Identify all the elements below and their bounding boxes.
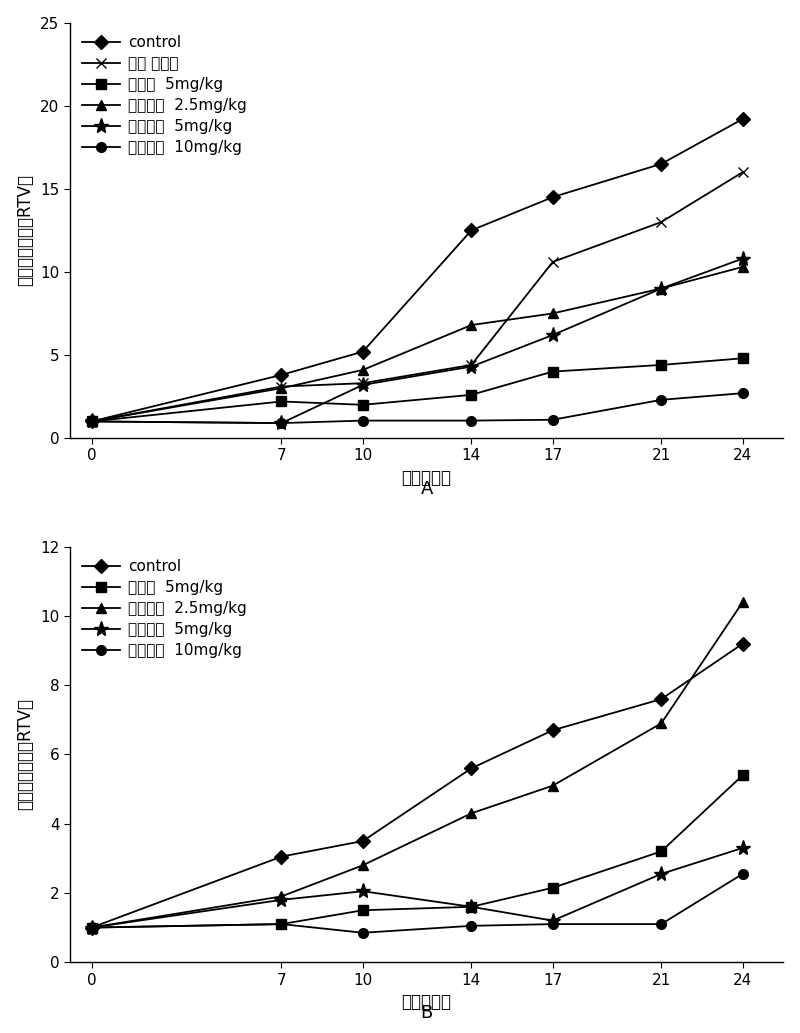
- Y-axis label: 相对肉瘤体积（RTV）: 相对肉瘤体积（RTV）: [17, 698, 34, 811]
- Line: 多替泊芬  2.5mg/kg: 多替泊芬 2.5mg/kg: [86, 262, 747, 427]
- 血卤啊  5mg/kg: [358, 399, 368, 411]
- 血卤啊  5mg/kg: [548, 881, 558, 894]
- control: [466, 762, 476, 775]
- Line: 多替泊芬  5mg/kg: 多替泊芬 5mg/kg: [84, 251, 750, 431]
- Legend: control, 血卤啊  5mg/kg, 多替泊芬  2.5mg/kg, 多替泊芬  5mg/kg, 多替泊芬  10mg/kg: control, 血卤啊 5mg/kg, 多替泊芬 2.5mg/kg, 多替泊芬…: [78, 555, 251, 663]
- control: [86, 921, 96, 934]
- 多替泊芬  2.5mg/kg: [358, 364, 368, 376]
- control: [466, 224, 476, 237]
- Line: control: control: [86, 638, 747, 933]
- control: [358, 345, 368, 357]
- control: [277, 850, 286, 863]
- 多替泊芬  5mg/kg: [466, 901, 476, 913]
- 血卤啊  5mg/kg: [86, 415, 96, 428]
- 多替泊芬  5mg/kg: [548, 328, 558, 341]
- 血卤啊  5mg/kg: [738, 352, 747, 365]
- 血卤啊  5mg/kg: [277, 396, 286, 408]
- 多替泊芬  5mg/kg: [86, 415, 96, 428]
- control: [548, 191, 558, 204]
- 照光 不给药: [86, 415, 96, 428]
- 照光 不给药: [466, 358, 476, 371]
- 血卤啊  5mg/kg: [358, 904, 368, 916]
- 血卤啊  5mg/kg: [657, 845, 666, 857]
- 照光 不给药: [548, 256, 558, 269]
- Line: 多替泊芬  10mg/kg: 多替泊芬 10mg/kg: [86, 388, 747, 428]
- Line: 多替泊芬  5mg/kg: 多替泊芬 5mg/kg: [84, 840, 750, 935]
- 多替泊芬  10mg/kg: [277, 918, 286, 931]
- X-axis label: 时间（天）: 时间（天）: [402, 993, 452, 1011]
- 多替泊芬  2.5mg/kg: [277, 382, 286, 395]
- 血卤啊  5mg/kg: [466, 901, 476, 913]
- 多替泊芬  10mg/kg: [86, 921, 96, 934]
- 多替泊芬  10mg/kg: [358, 414, 368, 427]
- Y-axis label: 相对肉瘤体积（RTV）: 相对肉瘤体积（RTV）: [17, 175, 34, 286]
- 多替泊芬  5mg/kg: [358, 379, 368, 392]
- 多替泊芬  2.5mg/kg: [657, 282, 666, 294]
- control: [657, 158, 666, 170]
- 多替泊芬  2.5mg/kg: [466, 807, 476, 819]
- Line: 血卤啊  5mg/kg: 血卤啊 5mg/kg: [86, 771, 747, 933]
- 照光 不给药: [277, 380, 286, 393]
- Line: 多替泊芬  2.5mg/kg: 多替泊芬 2.5mg/kg: [86, 597, 747, 933]
- 多替泊芬  10mg/kg: [358, 927, 368, 939]
- 多替泊芬  10mg/kg: [738, 387, 747, 400]
- 照光 不给药: [358, 377, 368, 389]
- 多替泊芬  2.5mg/kg: [657, 717, 666, 729]
- Line: 多替泊芬  10mg/kg: 多替泊芬 10mg/kg: [86, 869, 747, 938]
- 多替泊芬  10mg/kg: [466, 919, 476, 932]
- 多替泊芬  2.5mg/kg: [86, 921, 96, 934]
- 多替泊芬  5mg/kg: [548, 914, 558, 927]
- 多替泊芬  2.5mg/kg: [738, 260, 747, 273]
- 多替泊芬  2.5mg/kg: [548, 780, 558, 792]
- 多替泊芬  10mg/kg: [657, 918, 666, 931]
- Text: B: B: [421, 1004, 433, 1022]
- Text: A: A: [421, 479, 433, 498]
- 血卤啊  5mg/kg: [657, 358, 666, 371]
- 多替泊芬  10mg/kg: [657, 394, 666, 406]
- Legend: control, 照光 不给药, 血卤啊  5mg/kg, 多替泊芬  2.5mg/kg, 多替泊芬  5mg/kg, 多替泊芬  10mg/kg: control, 照光 不给药, 血卤啊 5mg/kg, 多替泊芬 2.5mg/…: [78, 30, 251, 160]
- 多替泊芬  2.5mg/kg: [466, 319, 476, 332]
- 多替泊芬  5mg/kg: [358, 885, 368, 898]
- control: [548, 724, 558, 737]
- 多替泊芬  5mg/kg: [277, 417, 286, 430]
- 多替泊芬  2.5mg/kg: [548, 307, 558, 319]
- 多替泊芬  5mg/kg: [738, 252, 747, 264]
- 照光 不给药: [657, 216, 666, 228]
- 多替泊芬  2.5mg/kg: [277, 890, 286, 903]
- 多替泊芬  10mg/kg: [738, 868, 747, 880]
- 多替泊芬  5mg/kg: [657, 868, 666, 880]
- 多替泊芬  2.5mg/kg: [738, 596, 747, 608]
- control: [657, 693, 666, 706]
- 血卤啊  5mg/kg: [277, 918, 286, 931]
- control: [738, 637, 747, 650]
- Line: 照光 不给药: 照光 不给药: [86, 167, 747, 427]
- 照光 不给药: [738, 166, 747, 179]
- control: [86, 415, 96, 428]
- 血卤啊  5mg/kg: [466, 388, 476, 401]
- 多替泊芬  10mg/kg: [277, 417, 286, 430]
- 血卤啊  5mg/kg: [86, 921, 96, 934]
- 多替泊芬  2.5mg/kg: [86, 415, 96, 428]
- 多替泊芬  10mg/kg: [548, 413, 558, 426]
- 多替泊芬  2.5mg/kg: [358, 859, 368, 872]
- 多替泊芬  10mg/kg: [86, 415, 96, 428]
- 多替泊芬  5mg/kg: [277, 894, 286, 906]
- X-axis label: 时间（天）: 时间（天）: [402, 469, 452, 487]
- 多替泊芬  5mg/kg: [657, 282, 666, 294]
- control: [358, 835, 368, 847]
- 血卤啊  5mg/kg: [738, 769, 747, 781]
- Line: 血卤啊  5mg/kg: 血卤啊 5mg/kg: [86, 353, 747, 427]
- 多替泊芬  5mg/kg: [738, 842, 747, 854]
- Line: control: control: [86, 115, 747, 427]
- 血卤啊  5mg/kg: [548, 366, 558, 378]
- 多替泊芬  10mg/kg: [548, 918, 558, 931]
- 多替泊芬  10mg/kg: [466, 414, 476, 427]
- control: [738, 113, 747, 125]
- control: [277, 369, 286, 381]
- 多替泊芬  5mg/kg: [466, 361, 476, 373]
- 多替泊芬  5mg/kg: [86, 921, 96, 934]
